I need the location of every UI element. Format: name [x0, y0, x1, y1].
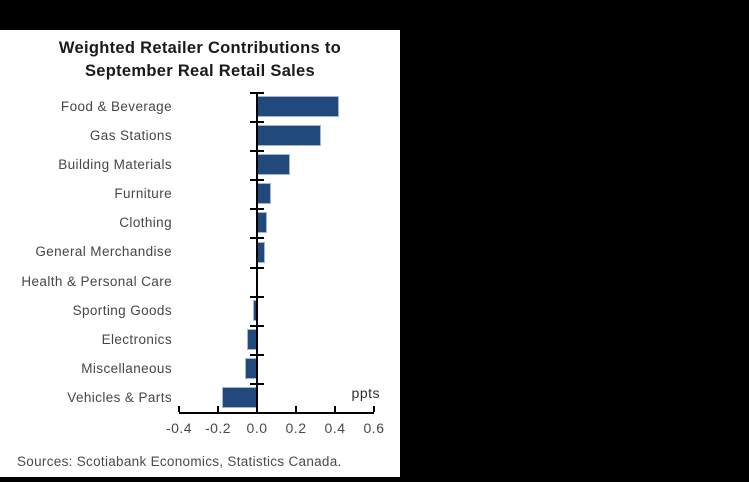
bar-gas-stations: [257, 125, 322, 147]
plot-area: Food & Beverage Gas Stations Building Mate…: [0, 30, 400, 477]
category-label: Furniture: [114, 186, 172, 202]
x-tick-label: 0.2: [285, 420, 307, 436]
bar-building-materials: [257, 154, 291, 176]
bar-general-merchandise: [257, 241, 265, 263]
x-axis-tick: [373, 406, 375, 412]
x-tick-label: -0.2: [204, 420, 232, 436]
bar-vehicles-parts: [221, 386, 257, 408]
category-label: General Merchandise: [35, 244, 172, 260]
chart-title-line2: September Real Retail Sales: [84, 62, 316, 80]
source-note: Sources: Scotiabank Economics, Statistic…: [17, 454, 342, 469]
x-axis-tick: [334, 406, 336, 412]
bar-food-beverage: [257, 96, 339, 118]
category-label: Sporting Goods: [72, 302, 172, 318]
x-tick-label: -0.4: [165, 420, 193, 436]
category-label: Building Materials: [58, 157, 172, 173]
chart-title-line1: Weighted Retailer Contributions to: [58, 39, 342, 57]
chart-panel: Weighted Retailer Contributions to Septe…: [0, 30, 400, 477]
x-axis-tick: [217, 406, 219, 412]
x-axis-tick: [178, 406, 180, 412]
category-label: Gas Stations: [89, 128, 172, 144]
x-axis-line: [179, 412, 374, 414]
category-label: Food & Beverage: [60, 99, 172, 115]
category-label: Vehicles & Parts: [67, 389, 172, 405]
category-label: Miscellaneous: [81, 360, 172, 376]
category-label: Health & Personal Care: [21, 273, 172, 289]
x-tick-label: 0.6: [363, 420, 385, 436]
category-label: Clothing: [119, 215, 172, 231]
unit-label: ppts: [351, 385, 380, 401]
zero-axis-line: [256, 92, 258, 414]
x-axis-tick: [256, 406, 258, 412]
chart-title: Weighted Retailer Contributions to Septe…: [0, 37, 400, 83]
x-axis-tick: [295, 406, 297, 412]
bar-furniture: [257, 183, 271, 205]
x-tick-label: 0.4: [324, 420, 346, 436]
x-tick-label: 0.0: [246, 420, 268, 436]
bar-clothing: [257, 212, 267, 234]
category-label: Electronics: [101, 331, 172, 347]
